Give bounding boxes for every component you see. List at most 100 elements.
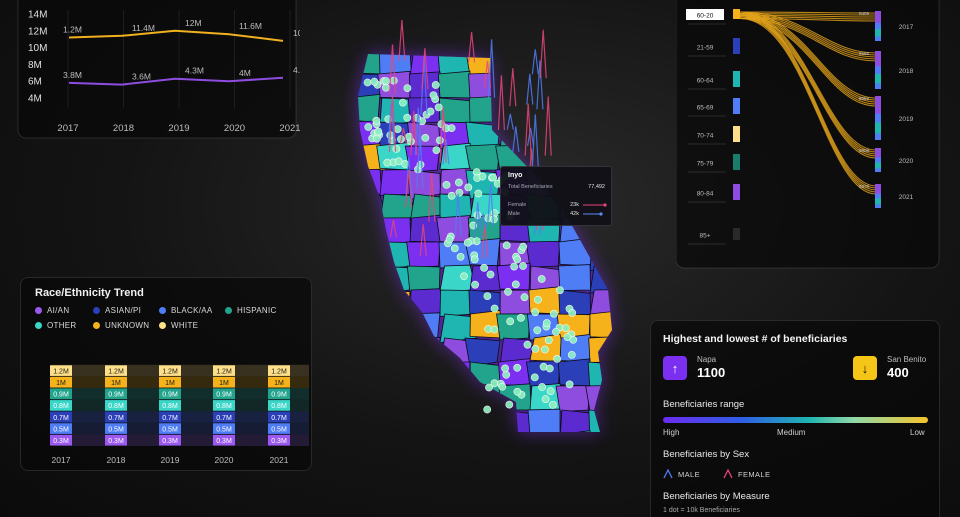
county-region[interactable] xyxy=(585,71,620,99)
county-region[interactable] xyxy=(350,168,383,196)
legend-item-unknown[interactable]: UNKNOWN xyxy=(93,321,159,330)
legend-item-white[interactable]: WHITE xyxy=(159,321,225,330)
county-region[interactable] xyxy=(589,121,624,151)
county-region[interactable] xyxy=(350,287,385,315)
age-group-label[interactable]: 80-84 xyxy=(697,191,714,198)
county-region[interactable] xyxy=(407,337,441,364)
county-region[interactable] xyxy=(345,409,381,436)
county-region[interactable] xyxy=(588,335,621,363)
age-group-label[interactable]: 75-79 xyxy=(697,161,714,168)
sex-spike xyxy=(497,75,505,131)
county-region[interactable] xyxy=(589,50,621,81)
county-region[interactable] xyxy=(379,357,415,387)
legend-female[interactable]: FEMALE xyxy=(723,469,770,479)
age-group-label[interactable]: 21-59 xyxy=(697,45,714,52)
county-region[interactable] xyxy=(347,240,381,268)
beneficiary-dot xyxy=(431,81,440,89)
age-group-label[interactable]: 60-64 xyxy=(697,78,714,85)
county-region[interactable] xyxy=(378,311,411,339)
county-region[interactable] xyxy=(350,358,384,387)
county-region[interactable] xyxy=(465,50,501,77)
legend-item-ai-an[interactable]: AI/AN xyxy=(35,306,93,315)
legend-item-asian-pi[interactable]: ASIAN/PI xyxy=(93,306,159,315)
county-region[interactable] xyxy=(350,385,383,416)
county-region[interactable] xyxy=(437,361,471,389)
county-region[interactable] xyxy=(589,97,623,125)
age-group-label[interactable]: 70-74 xyxy=(697,133,714,140)
bar-segment xyxy=(213,365,235,376)
county-region[interactable] xyxy=(496,313,531,341)
county-region[interactable] xyxy=(439,313,478,343)
county-region[interactable] xyxy=(439,289,474,317)
county-region[interactable] xyxy=(407,385,441,415)
county-region[interactable] xyxy=(350,193,387,222)
county-region[interactable] xyxy=(409,288,444,316)
legend-male[interactable]: MALE xyxy=(663,469,700,479)
legend-item-other[interactable]: OTHER xyxy=(35,321,93,330)
county-region[interactable] xyxy=(409,433,441,459)
county-region[interactable] xyxy=(465,143,501,171)
county-region[interactable] xyxy=(439,385,474,412)
county-region[interactable] xyxy=(376,265,411,295)
legend-item-hispanic[interactable]: HISPANIC xyxy=(225,306,295,315)
county-region[interactable] xyxy=(559,50,597,81)
legend-item-black-aa[interactable]: BLACK/AA xyxy=(159,306,225,315)
county-region[interactable] xyxy=(378,385,411,415)
county-region[interactable] xyxy=(439,409,476,435)
sex-spike xyxy=(389,219,397,238)
county-region[interactable] xyxy=(499,47,535,75)
county-region[interactable] xyxy=(375,289,411,319)
age-group-selected[interactable] xyxy=(686,9,724,20)
county-region[interactable] xyxy=(530,434,564,461)
county-region[interactable] xyxy=(406,241,441,269)
beneficiary-dot xyxy=(394,157,403,166)
county-region[interactable] xyxy=(585,384,620,412)
county-region[interactable] xyxy=(525,121,561,151)
county-region[interactable] xyxy=(379,334,414,363)
county-region[interactable] xyxy=(350,47,384,75)
county-region[interactable] xyxy=(405,312,441,340)
county-region[interactable] xyxy=(585,434,620,462)
age-group-label[interactable]: 85+ xyxy=(699,233,710,240)
year-node-segment xyxy=(875,51,881,67)
county-region[interactable] xyxy=(377,405,411,434)
bar-value-label: 0.9M xyxy=(108,392,124,399)
county-region[interactable] xyxy=(468,95,502,123)
age-group-label[interactable]: 60-20 xyxy=(697,13,714,20)
county-region[interactable] xyxy=(558,264,591,291)
sex-spike xyxy=(524,103,532,156)
county-region[interactable] xyxy=(558,73,592,103)
county-region[interactable] xyxy=(559,430,596,458)
year-value-label: 8555 xyxy=(859,51,870,56)
county-region[interactable] xyxy=(558,237,592,267)
county-region[interactable] xyxy=(589,310,622,339)
county-region[interactable] xyxy=(497,434,530,464)
age-group-label[interactable]: 65-69 xyxy=(697,105,714,112)
county-region[interactable] xyxy=(589,265,626,294)
california-county-map[interactable] xyxy=(330,0,650,470)
county-region[interactable] xyxy=(525,240,561,268)
year-node xyxy=(875,184,881,208)
bar-value-label: 0.3M xyxy=(108,438,124,445)
county-region[interactable] xyxy=(350,263,383,291)
county-region[interactable] xyxy=(464,337,501,368)
county-region[interactable] xyxy=(350,337,383,365)
county-region[interactable] xyxy=(557,117,591,147)
county-region[interactable] xyxy=(555,385,591,413)
county-region[interactable] xyxy=(378,434,410,461)
county-region[interactable] xyxy=(470,434,507,461)
county-region[interactable] xyxy=(349,310,382,339)
county-region[interactable] xyxy=(437,70,471,99)
county-region[interactable] xyxy=(350,434,385,461)
county-region[interactable] xyxy=(409,409,442,436)
county-region[interactable] xyxy=(439,431,473,458)
county-region[interactable] xyxy=(588,409,621,438)
county-region[interactable] xyxy=(527,408,561,435)
sankey-link xyxy=(739,13,877,189)
county-region[interactable] xyxy=(557,358,591,387)
county-region[interactable] xyxy=(438,241,472,269)
county-region[interactable] xyxy=(589,241,624,272)
county-region[interactable] xyxy=(559,97,597,128)
county-region[interactable] xyxy=(405,360,441,388)
county-region[interactable] xyxy=(350,217,387,247)
